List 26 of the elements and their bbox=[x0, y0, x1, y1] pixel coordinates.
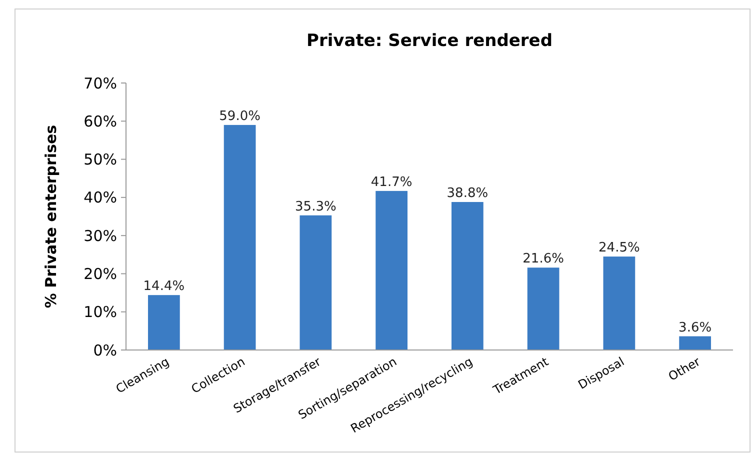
bar bbox=[527, 268, 560, 350]
y-tick-label: 10% bbox=[84, 303, 117, 322]
data-label: 41.7% bbox=[370, 174, 412, 190]
y-axis-title: % Private enterprises bbox=[42, 124, 60, 308]
data-label: 24.5% bbox=[598, 240, 640, 256]
y-tick-label: 0% bbox=[93, 341, 117, 360]
bar bbox=[679, 336, 711, 350]
bar bbox=[300, 215, 332, 350]
y-tick-label: 60% bbox=[84, 112, 117, 130]
bar bbox=[603, 256, 636, 350]
y-tick-label: 30% bbox=[84, 226, 117, 245]
data-label: 3.6% bbox=[678, 320, 712, 336]
y-tick-label: 20% bbox=[84, 264, 117, 283]
data-label: 59.0% bbox=[219, 108, 260, 124]
bar bbox=[224, 124, 256, 350]
data-label: 21.6% bbox=[522, 252, 564, 267]
data-label: 38.8% bbox=[446, 186, 488, 202]
y-tick-label: 40% bbox=[84, 188, 117, 207]
bar bbox=[376, 190, 408, 350]
bar bbox=[452, 202, 484, 350]
y-tick-label: 70% bbox=[84, 74, 117, 92]
data-label: 35.3% bbox=[295, 199, 336, 214]
y-tick-label: 50% bbox=[84, 150, 117, 169]
bar bbox=[148, 295, 180, 350]
data-label: 14.4% bbox=[143, 279, 185, 294]
chart-title: Private: Service rendered bbox=[306, 31, 552, 51]
